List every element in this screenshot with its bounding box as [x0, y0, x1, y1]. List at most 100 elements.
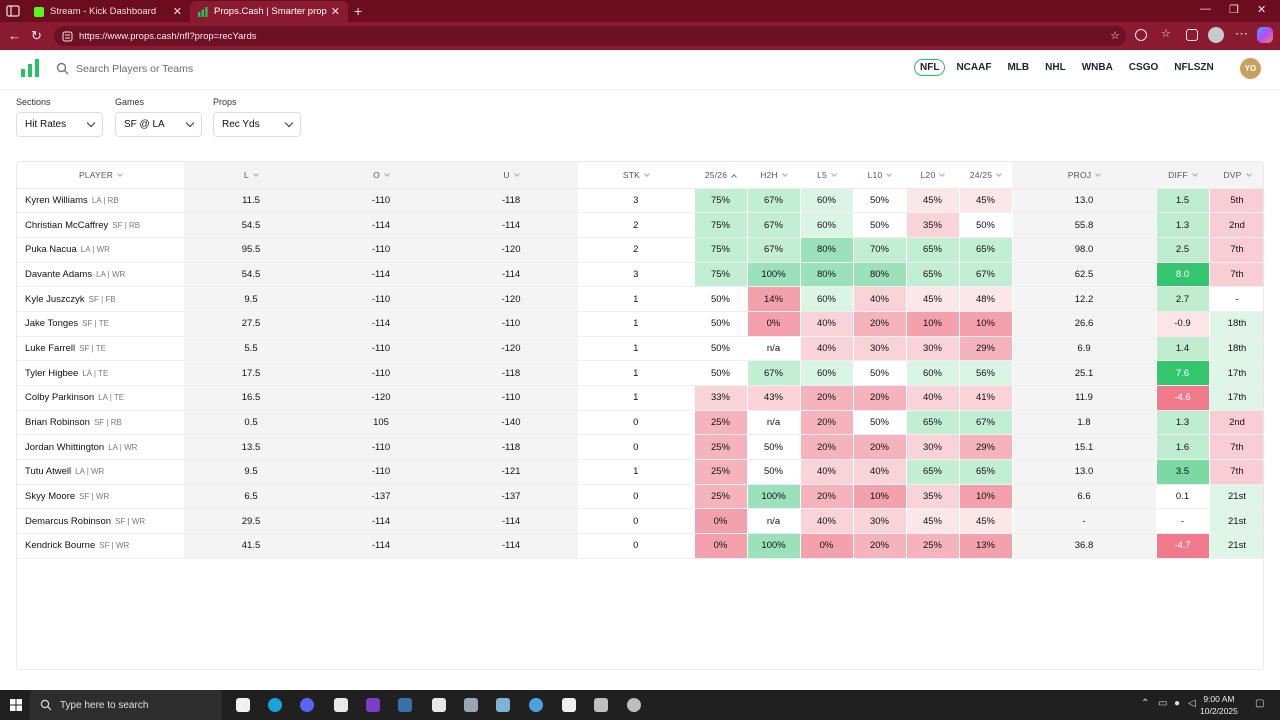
edge-icon[interactable]: [268, 698, 282, 712]
collections-icon[interactable]: [1186, 29, 1198, 41]
col-under[interactable]: U: [444, 162, 578, 189]
player-cell[interactable]: Tyler Higbee LA | TE: [17, 360, 184, 386]
col-season-2425[interactable]: 24/25: [959, 162, 1012, 189]
photos-icon[interactable]: [464, 698, 478, 712]
tab-kick-dashboard[interactable]: Stream - Kick Dashboard ✕: [26, 1, 190, 22]
steam-icon[interactable]: [398, 698, 412, 712]
league-nflszn[interactable]: NFLSZN: [1174, 62, 1214, 73]
player-cell[interactable]: Kendrick Bourne SF | WR: [17, 533, 184, 559]
volume-icon[interactable]: ◁: [1188, 698, 1196, 709]
dvp-cell: 18th: [1208, 311, 1263, 337]
discord-icon[interactable]: [300, 698, 314, 712]
document-icon[interactable]: [334, 698, 348, 712]
url-field[interactable]: https://www.props.cash/nfl?prop=recYards…: [54, 26, 1126, 46]
microphone-icon[interactable]: ●: [1174, 698, 1181, 709]
table-row[interactable]: Demarcus Robinson SF | WR 29.5 -114 -114 0 0% n…: [17, 508, 1263, 535]
browser-icon[interactable]: [529, 698, 543, 712]
table-row[interactable]: Jordan Whittington LA | WR 13.5 -110 -118 0 25…: [17, 434, 1263, 461]
new-tab-icon[interactable]: +: [354, 3, 363, 19]
props-dropdown[interactable]: Rec Yds: [213, 112, 301, 137]
close-tab-icon[interactable]: ✕: [172, 6, 182, 18]
player-cell[interactable]: Jake Tonges SF | TE: [17, 311, 184, 337]
table-row[interactable]: Tyler Higbee LA | TE 17.5 -110 -118 1 50% 67% 60…: [17, 360, 1263, 386]
col-dvp[interactable]: DVP: [1209, 162, 1263, 189]
league-nhl[interactable]: NHL: [1045, 62, 1066, 73]
media-app-icon[interactable]: [366, 698, 380, 712]
player-cell[interactable]: Kyren Williams LA | RB: [17, 188, 184, 214]
col-l20[interactable]: L20: [906, 162, 959, 189]
refresh-icon[interactable]: ↻: [31, 28, 42, 43]
tray-chevron-icon[interactable]: ⌃: [1141, 698, 1150, 709]
taskbar-search[interactable]: Type here to search: [30, 690, 222, 720]
capcut-icon[interactable]: [562, 698, 576, 712]
col-l10[interactable]: L10: [853, 162, 906, 189]
file-app-icon[interactable]: [236, 698, 250, 712]
table-row[interactable]: Davante Adams LA | WR 54.5 -114 -114 3 75% 100%…: [17, 262, 1263, 288]
taskbar-clock[interactable]: 9:00 AM 10/2/2025: [1200, 693, 1238, 717]
player-cell[interactable]: Tutu Atwell LA | WR: [17, 459, 184, 485]
settings-gear-icon[interactable]: [627, 698, 641, 712]
tab-actions-icon[interactable]: [6, 4, 20, 18]
col-over[interactable]: O: [318, 162, 444, 189]
col-l5[interactable]: L5: [800, 162, 853, 189]
table-row[interactable]: Brian Robinson SF | RB 0.5 105 -140 0 25% n/a 20…: [17, 410, 1263, 436]
col-season-2526[interactable]: 25/26: [694, 162, 747, 189]
notifications-icon[interactable]: ▢: [1255, 698, 1265, 709]
player-cell[interactable]: Luke Farrell SF | TE: [17, 336, 184, 362]
notepad-icon[interactable]: [432, 698, 446, 712]
player-cell[interactable]: Kyle Juszczyk SF | FB: [17, 286, 184, 312]
tab-props-cash[interactable]: Props.Cash | Smarter prop bets. M ✕: [190, 1, 348, 22]
table-row[interactable]: Colby Parkinson LA | TE 16.5 -120 -110 1 33% 43…: [17, 385, 1263, 411]
site-info-icon[interactable]: [62, 31, 73, 42]
profile-icon[interactable]: [1208, 27, 1224, 43]
table-row[interactable]: Puka Nacua LA | WR 95.5 -110 -120 2 75% 67% 80% 7…: [17, 237, 1263, 263]
table-row[interactable]: Christian McCaffrey SF | RB 54.5 -114 -114 2 7…: [17, 212, 1263, 238]
app-icon[interactable]: [496, 698, 510, 712]
search-input[interactable]: [76, 60, 376, 78]
windows-start-icon[interactable]: [10, 699, 22, 711]
league-nfl[interactable]: NFL: [914, 59, 946, 76]
extensions-icon[interactable]: [1135, 29, 1147, 41]
games-dropdown[interactable]: SF @ LA: [115, 112, 202, 137]
diff-cell: 7.6: [1155, 360, 1210, 386]
league-wnba[interactable]: WNBA: [1081, 62, 1113, 73]
player-cell[interactable]: Demarcus Robinson SF | WR: [17, 508, 184, 535]
favorites-icon[interactable]: ☆: [1161, 28, 1171, 40]
col-line[interactable]: L: [184, 162, 318, 189]
network-icon[interactable]: ▭: [1158, 698, 1168, 709]
league-ncaaf[interactable]: NCAAF: [956, 62, 992, 73]
col-h2h[interactable]: H2H: [747, 162, 800, 189]
back-icon[interactable]: ←: [8, 28, 21, 43]
sections-dropdown[interactable]: Hit Rates: [16, 112, 103, 137]
league-csgo[interactable]: CSGO: [1128, 62, 1159, 73]
col-player[interactable]: PLAYER: [17, 162, 184, 189]
player-cell[interactable]: Christian McCaffrey SF | RB: [17, 212, 184, 238]
player-cell[interactable]: Jordan Whittington LA | WR: [17, 434, 184, 461]
table-row[interactable]: Luke Farrell SF | TE 5.5 -110 -120 1 50% n/a 40%…: [17, 336, 1263, 362]
user-avatar[interactable]: YO: [1240, 58, 1261, 79]
files-icon[interactable]: [594, 698, 608, 712]
player-cell[interactable]: Davante Adams LA | WR: [17, 262, 184, 288]
table-row[interactable]: Kyren Williams LA | RB 11.5 -110 -118 3 75% 67%…: [17, 188, 1263, 214]
player-cell[interactable]: Skyy Moore SF | WR: [17, 484, 184, 510]
table-row[interactable]: Tutu Atwell LA | WR 9.5 -110 -121 1 25% 50% 40% 4…: [17, 459, 1263, 485]
favorite-star-icon[interactable]: ☆: [1110, 30, 1120, 42]
close-tab-icon[interactable]: ✕: [330, 6, 340, 18]
col-streak[interactable]: STK: [578, 162, 694, 189]
minimize-icon[interactable]: —: [1200, 3, 1211, 15]
table-row[interactable]: Skyy Moore SF | WR 6.5 -137 -137 0 25% 100% 20% 1…: [17, 484, 1263, 510]
col-proj[interactable]: PROJ: [1012, 162, 1156, 189]
copilot-icon[interactable]: [1257, 27, 1273, 43]
player-cell[interactable]: Brian Robinson SF | RB: [17, 410, 184, 436]
table-row[interactable]: Kyle Juszczyk SF | FB 9.5 -110 -120 1 50% 14% 60…: [17, 286, 1263, 312]
maximize-icon[interactable]: ❐: [1229, 4, 1239, 16]
col-diff[interactable]: DIFF: [1156, 162, 1209, 189]
player-cell[interactable]: Puka Nacua LA | WR: [17, 237, 184, 263]
close-window-icon[interactable]: ✕: [1257, 4, 1267, 16]
player-cell[interactable]: Colby Parkinson LA | TE: [17, 385, 184, 411]
table-row[interactable]: Jake Tonges SF | TE 27.5 -114 -110 1 50% 0% 40% 2…: [17, 311, 1263, 337]
table-row[interactable]: Kendrick Bourne SF | WR 41.5 -114 -114 0 0% 100…: [17, 533, 1263, 559]
league-mlb[interactable]: MLB: [1007, 62, 1030, 73]
more-menu-icon[interactable]: ⋯: [1235, 26, 1248, 41]
props-cash-logo[interactable]: [21, 59, 39, 77]
